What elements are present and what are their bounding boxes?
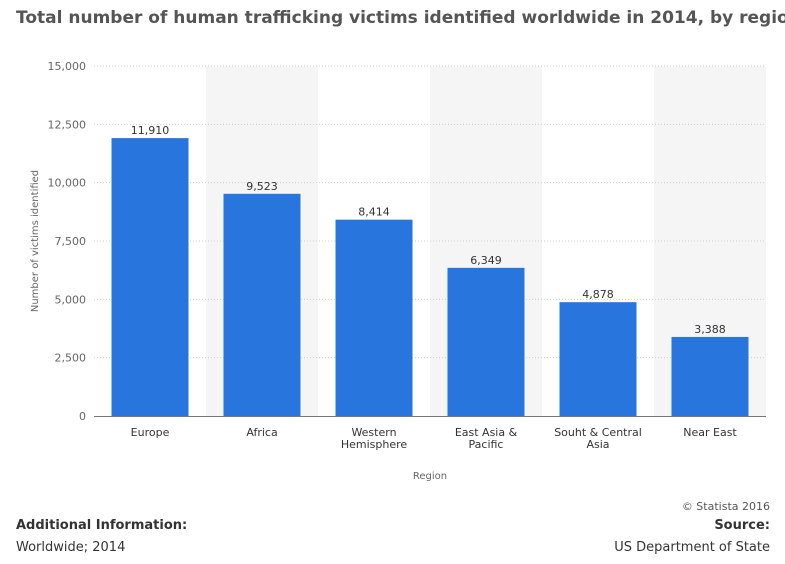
additional-info-label: Additional Information: xyxy=(16,518,188,533)
bar[interactable] xyxy=(671,336,749,416)
data-label: 8,414 xyxy=(358,206,390,219)
data-label: 3,388 xyxy=(694,323,726,336)
bar[interactable] xyxy=(223,193,301,416)
bar[interactable] xyxy=(335,219,413,416)
x-axis-ticks: Europe Africa Western Hemisphere East Asia &… xyxy=(131,426,738,451)
x-tick-label: East Asia & Pacific xyxy=(455,426,518,451)
y-tick-label: 2,500 xyxy=(55,352,87,365)
bars xyxy=(111,138,749,416)
bar[interactable] xyxy=(111,138,189,416)
x-tick-label: Near East xyxy=(683,426,737,439)
gridlines xyxy=(94,65,766,359)
chart-title: Total number of human trafficking victim… xyxy=(16,8,785,28)
data-label: 11,910 xyxy=(131,124,170,137)
x-tick-label: Europe xyxy=(131,426,170,439)
y-axis-label: Number of victims identified xyxy=(30,170,41,312)
x-tick-label: Souht & Central Asia xyxy=(554,426,642,451)
y-axis-ticks: 0 2,500 5,000 7,500 10,000 12,500 15,000 xyxy=(48,60,87,423)
source-value: US Department of State xyxy=(614,540,770,555)
x-tick-label: Western Hemisphere xyxy=(341,426,408,451)
bar-chart: 0 2,500 5,000 7,500 10,000 12,500 15,000 11,91… xyxy=(30,60,766,482)
y-tick-label: 0 xyxy=(79,410,86,423)
y-tick-label: 10,000 xyxy=(48,177,87,190)
bar[interactable] xyxy=(559,302,637,416)
y-tick-label: 15,000 xyxy=(48,60,87,73)
copyright-link[interactable]: © Statista 2016 xyxy=(681,500,770,513)
data-label: 6,349 xyxy=(470,254,502,267)
data-label: 9,523 xyxy=(246,180,278,193)
x-tick-label: Africa xyxy=(246,426,277,439)
y-tick-label: 7,500 xyxy=(55,235,87,248)
x-axis-label: Region xyxy=(413,471,447,482)
source-label: Source: xyxy=(714,518,770,533)
y-tick-label: 12,500 xyxy=(48,118,87,131)
data-label: 4,878 xyxy=(582,288,614,301)
value-labels: 11,910 9,523 8,414 6,349 4,878 3,388 xyxy=(131,124,726,336)
bar[interactable] xyxy=(447,267,525,416)
y-tick-label: 5,000 xyxy=(55,293,87,306)
additional-info-value: Worldwide; 2014 xyxy=(16,540,126,555)
